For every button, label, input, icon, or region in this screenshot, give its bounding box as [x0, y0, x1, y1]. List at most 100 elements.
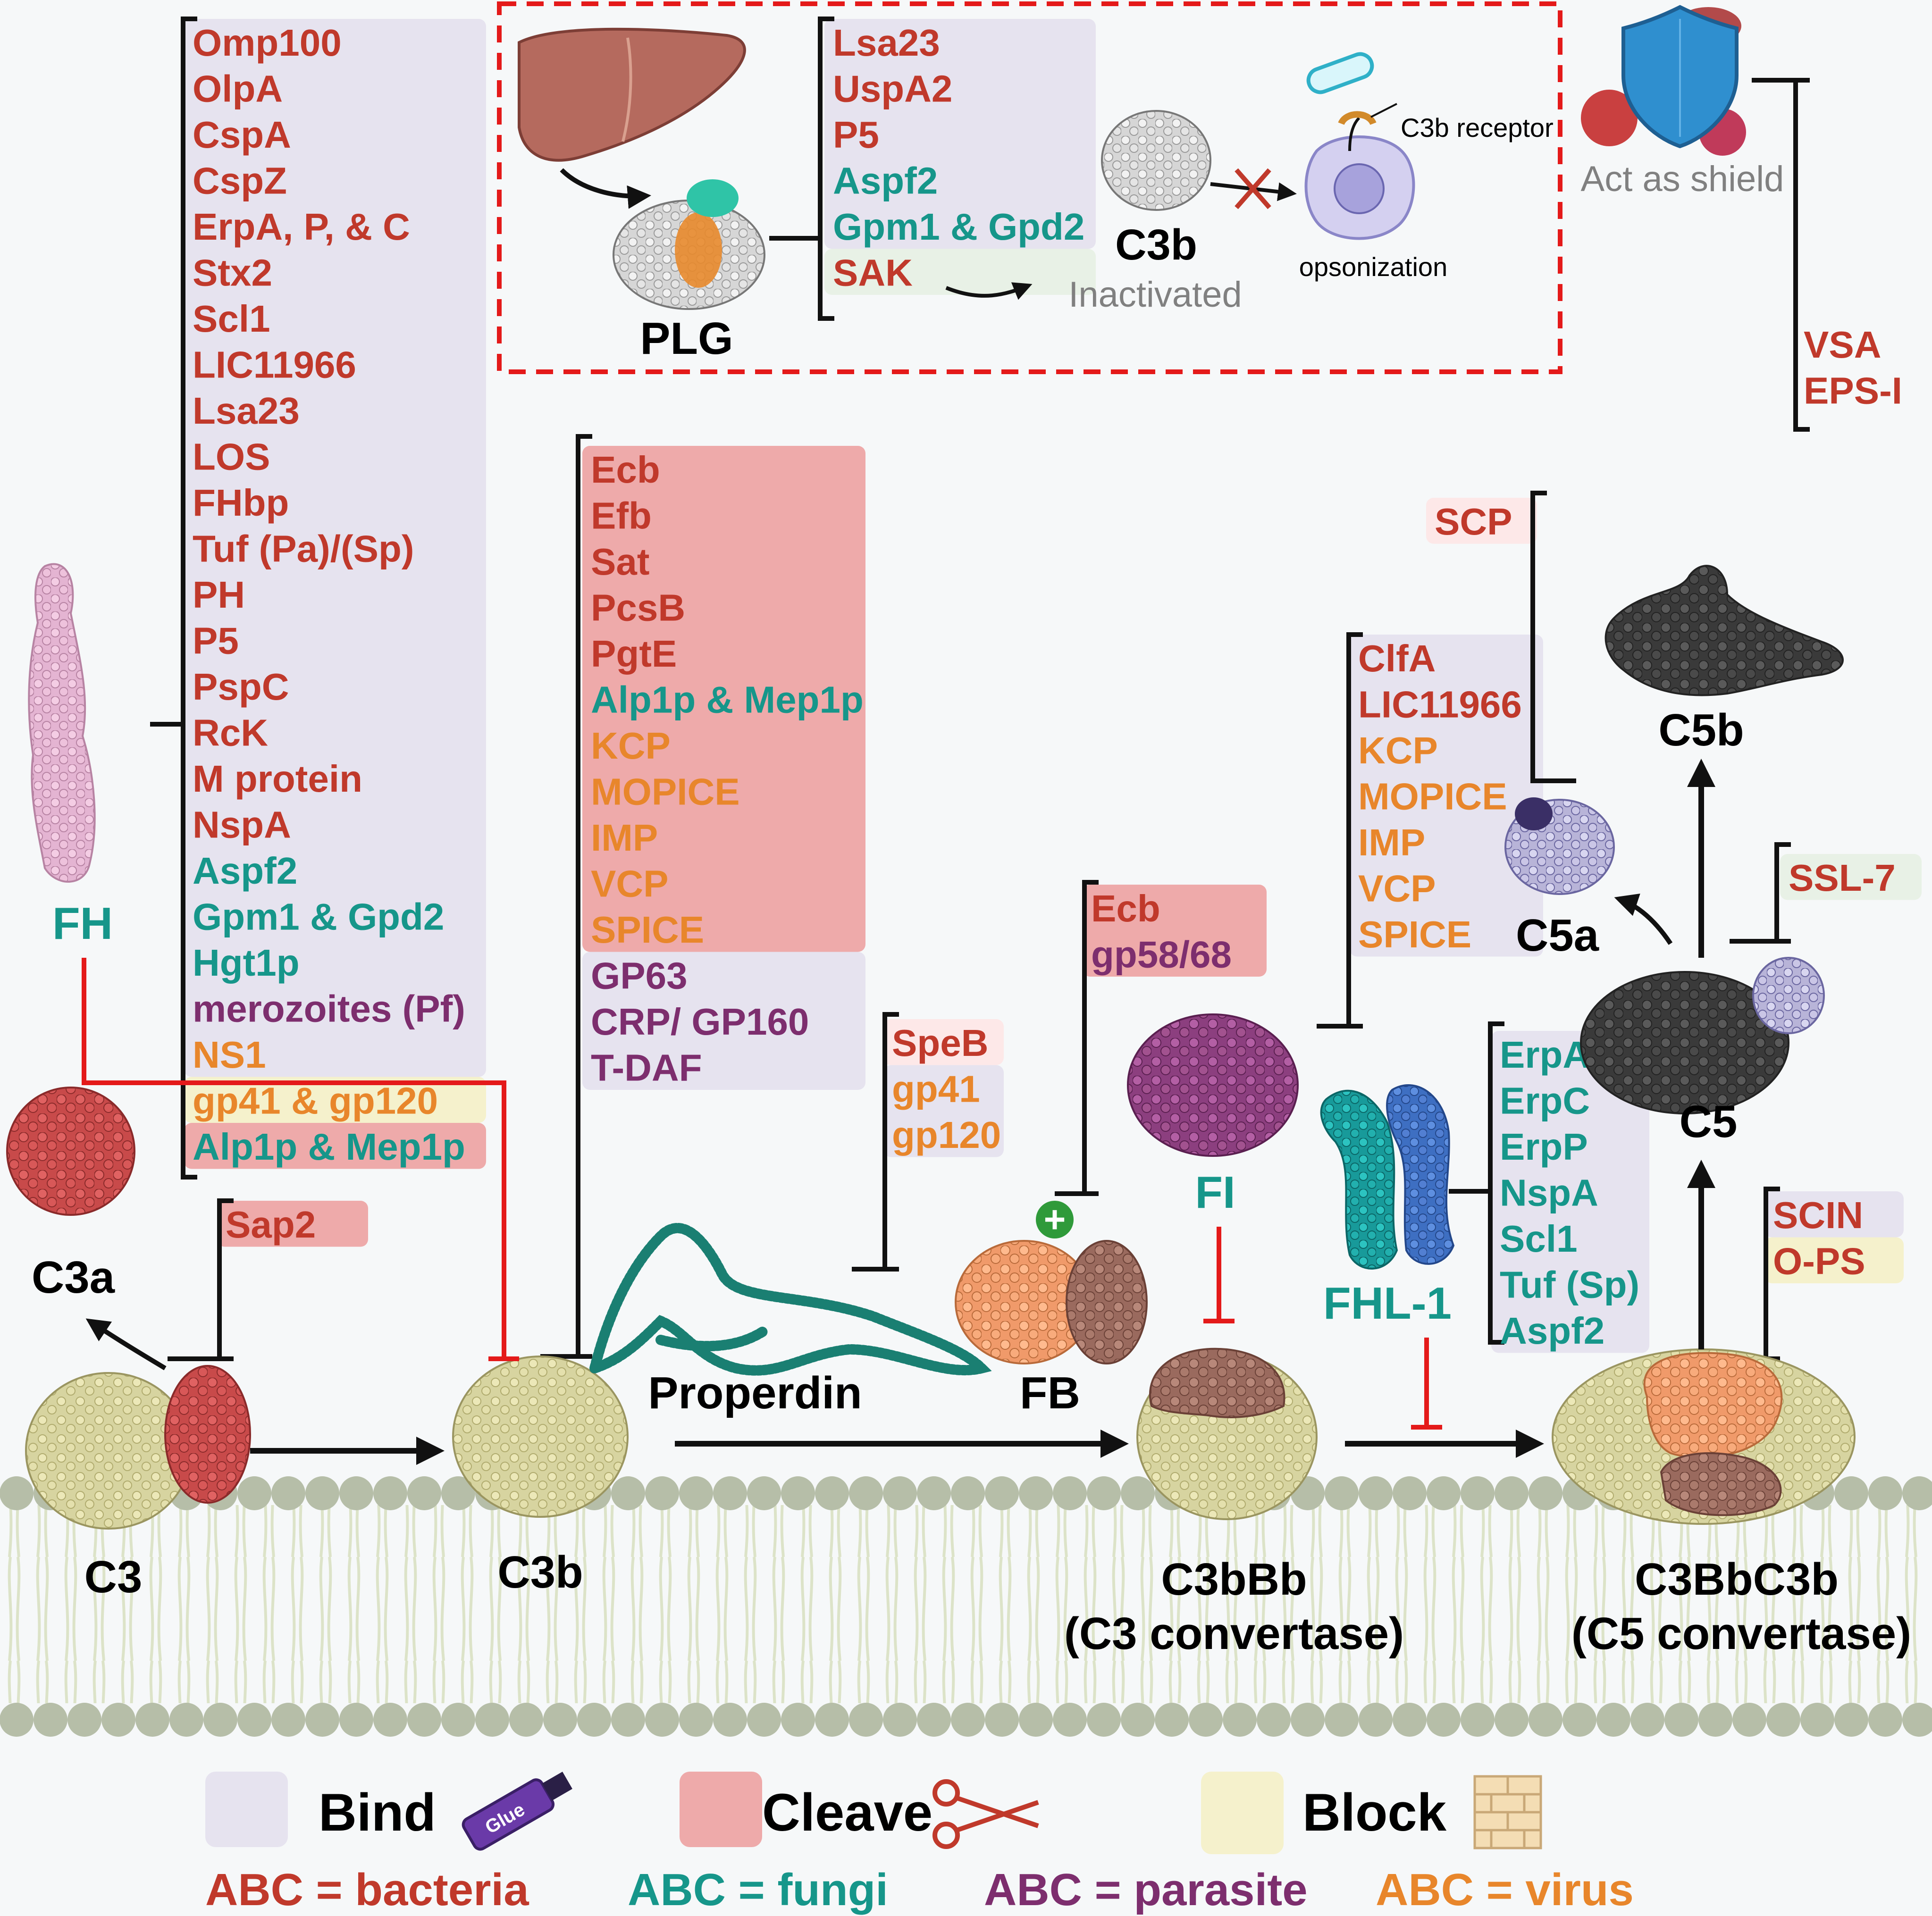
lipid-head — [1868, 1476, 1902, 1510]
fh-binder-item: Stx2 — [193, 252, 272, 294]
c5-label: C5 — [1680, 1096, 1738, 1147]
lipid-head — [747, 1703, 781, 1737]
glue-icon: Glue — [462, 1772, 572, 1851]
fh-label: FH — [52, 898, 113, 949]
c5b-molecule — [1604, 565, 1844, 696]
bb-fragment — [1149, 1347, 1285, 1418]
lipid-head — [1562, 1703, 1596, 1737]
lipid-head — [951, 1476, 985, 1510]
fhl1-teal-domain — [1320, 1089, 1398, 1270]
c3b-evasion-item: Alp1p & Mep1p — [591, 679, 864, 721]
c5-binder-list: SSL-7 — [1730, 842, 1922, 944]
c5a-cleaver-category-box — [1426, 498, 1537, 544]
plus-icon — [1036, 1201, 1074, 1238]
lipid-head — [1529, 1476, 1562, 1510]
fh-binder-item: CspZ — [193, 160, 287, 202]
lipid-head — [781, 1703, 815, 1737]
c3b-evasion-category-box — [582, 952, 865, 1090]
fh-binder-item: LOS — [193, 436, 270, 478]
lipid-head — [407, 1703, 441, 1737]
opsonization-label: opsonization — [1299, 252, 1447, 282]
fh-molecule — [28, 563, 96, 883]
lipid-head — [1019, 1703, 1053, 1737]
c3b-evasion-item: PcsB — [591, 587, 685, 629]
sap-cleaver-category-box — [217, 1201, 368, 1247]
lipid-head — [1834, 1703, 1868, 1737]
c5conv-bb-orange — [1643, 1352, 1783, 1459]
plg-binder-category-box — [824, 19, 1096, 249]
lipid-head — [1189, 1703, 1223, 1737]
fh-binder-item: Gpm1 & Gpd2 — [193, 896, 444, 938]
lipid-head — [1529, 1703, 1562, 1737]
arrow-inactivated — [945, 282, 1033, 300]
fh-binder-category-box — [184, 1077, 486, 1123]
brick-wall-icon — [1473, 1775, 1542, 1849]
lipid-head — [441, 1703, 475, 1737]
plg-label: PLG — [640, 313, 733, 364]
c5a-domain-small — [1752, 957, 1825, 1034]
fi-binder-item: LIC11966 — [1358, 684, 1522, 726]
shield-factor-item: EPS-I — [1804, 370, 1902, 412]
fh-binder-item: Alp1p & Mep1p — [193, 1126, 465, 1168]
lipid-head — [1495, 1476, 1529, 1510]
fi-binder-category-box — [1350, 635, 1543, 957]
lipid-head — [1053, 1703, 1087, 1737]
lipid-head — [1427, 1703, 1461, 1737]
plg-binder-item: UspA2 — [833, 68, 952, 110]
c3bbbc3b-label: C3BbC3b — [1635, 1554, 1839, 1605]
lipid-head — [611, 1476, 645, 1510]
properdin-binder-item: gp41 — [892, 1068, 980, 1110]
lipid-head — [781, 1476, 815, 1510]
properdin-binder-bracket — [882, 1012, 899, 1272]
legend: Bind Glue Cleave Block ABC = bacteria AB… — [205, 1772, 1634, 1915]
lipid-head — [339, 1703, 373, 1737]
fh-binder-item: NS1 — [193, 1034, 266, 1076]
fi-molecule — [1127, 1013, 1299, 1157]
legend-block-swatch — [1201, 1772, 1284, 1854]
lipid-head — [1461, 1703, 1495, 1737]
fh-binder-item: merozoites (Pf) — [193, 988, 465, 1030]
fi-label: FI — [1195, 1167, 1235, 1218]
act-as-shield-label: Act as shield — [1581, 159, 1784, 199]
c5conv-bb-brown — [1660, 1452, 1782, 1516]
c5-binder-category-box — [1780, 854, 1922, 900]
fb-cleaver-category-box — [1083, 885, 1267, 977]
c3b-evasion-item: Sat — [591, 541, 650, 583]
lipid-head — [883, 1703, 917, 1737]
lipid-head — [475, 1703, 509, 1737]
c5a-cleaver-item: SCP — [1435, 501, 1512, 543]
c3b-evasion-item: SPICE — [591, 909, 704, 951]
lipid-head — [1664, 1703, 1698, 1737]
lipid-head — [1155, 1703, 1189, 1737]
lipid-head — [1766, 1703, 1800, 1737]
cell-membrane — [0, 1476, 1932, 1737]
fb-cleaver-item: gp58/68 — [1091, 934, 1232, 976]
plus-sign: + — [1044, 1198, 1066, 1240]
legend-bind-swatch — [205, 1772, 288, 1847]
lipid-head — [1087, 1476, 1121, 1510]
properdin-label: Properdin — [648, 1368, 862, 1418]
fh-binder-item: CspA — [193, 114, 291, 156]
lipid-head — [713, 1703, 747, 1737]
lipid-head — [1121, 1703, 1155, 1737]
lipid-head — [67, 1703, 101, 1737]
fhl1-blue-domain — [1386, 1084, 1455, 1265]
fb-cleaver-item: Ecb — [1091, 887, 1160, 929]
c3b-evasion-item: GP63 — [591, 955, 688, 997]
lipid-head — [883, 1476, 917, 1510]
c3b-evasion-item: Ecb — [591, 449, 660, 491]
lipid-head — [815, 1476, 849, 1510]
lipid-head — [0, 1703, 34, 1737]
lipid-head — [1325, 1703, 1359, 1737]
c5b-label: C5b — [1658, 705, 1744, 755]
c3b-receptor-label: C3b receptor — [1401, 113, 1554, 142]
lipid-head — [271, 1476, 305, 1510]
c3b-molecule — [452, 1355, 629, 1518]
lipid-head — [1596, 1703, 1630, 1737]
legend-bind-label: Bind — [319, 1783, 436, 1842]
sap-cleaver-item: Sap2 — [226, 1204, 316, 1246]
c3b-evasion-item: VCP — [591, 863, 669, 905]
